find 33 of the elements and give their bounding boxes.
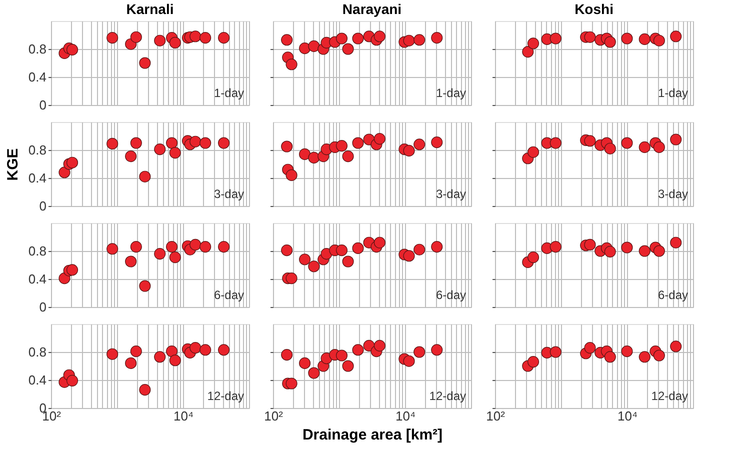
- y-tick-label: 0.4: [28, 272, 46, 286]
- y-tick-label: 0: [39, 198, 46, 214]
- annotation: 3-day: [436, 187, 466, 201]
- x-tick-label: 10²: [486, 408, 506, 424]
- y-tick-label: 0.8: [28, 244, 46, 258]
- annotation: 12-day: [207, 389, 244, 403]
- annotation: 3-day: [658, 187, 688, 201]
- chart-title: Koshi: [574, 1, 614, 17]
- chart-title: Narayani: [342, 1, 402, 17]
- annotation: 12-day: [651, 389, 688, 403]
- annotation: 1-day: [658, 86, 688, 100]
- annotation: 6-day: [436, 288, 466, 302]
- y-tick-label: 0.4: [28, 372, 46, 388]
- y-tick-label: 0: [39, 98, 46, 112]
- y-tick-label: 0.8: [28, 42, 46, 56]
- annotation: 6-day: [658, 288, 688, 302]
- y-axis-title: KGE: [4, 148, 22, 181]
- y-tick-label: 0.4: [28, 170, 46, 186]
- y-tick-label: 0.4: [28, 70, 46, 84]
- x-tick-label: 10⁴: [173, 408, 194, 424]
- y-tick-label: 0: [39, 300, 46, 314]
- x-tick-label: 10⁴: [395, 408, 416, 424]
- x-axis-title: Drainage area [km²]: [302, 426, 443, 444]
- annotation: 3-day: [214, 187, 244, 201]
- annotation: 6-day: [214, 288, 244, 302]
- x-tick-label: 10²: [264, 408, 284, 424]
- y-tick-label: 0.8: [28, 142, 46, 158]
- chart-title: Karnali: [126, 1, 174, 17]
- annotation: 1-day: [436, 86, 466, 100]
- annotation: 1-day: [214, 86, 244, 100]
- annotation: 12-day: [429, 389, 466, 403]
- x-tick-label: 10⁴: [617, 408, 638, 424]
- y-tick-label: 0.8: [28, 344, 46, 360]
